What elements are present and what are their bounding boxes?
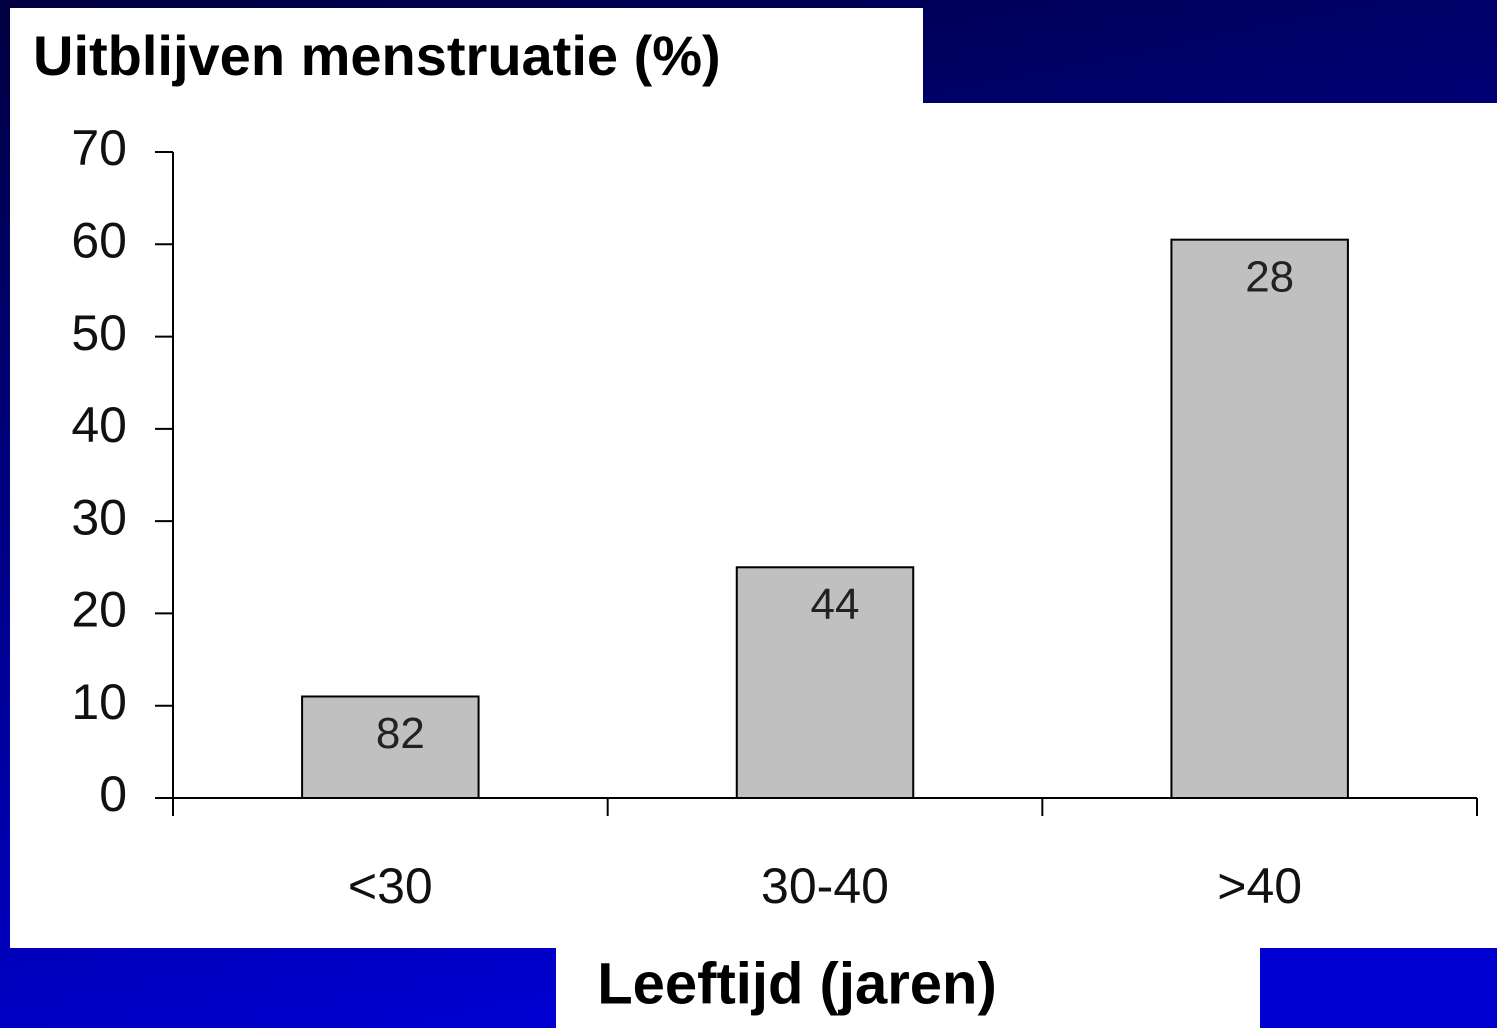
bar — [301, 695, 480, 799]
title-panel — [10, 8, 923, 108]
bar — [1170, 238, 1349, 799]
y-tick-label: 60 — [71, 212, 127, 268]
xlabel-panel — [556, 945, 1260, 1028]
y-tick-label: 70 — [71, 120, 127, 176]
bar-label: 28 — [1245, 252, 1294, 301]
y-tick-label: 0 — [99, 766, 127, 822]
chart-title: Uitblijven menstruatie (%) — [33, 24, 721, 87]
y-tick-label: 40 — [71, 397, 127, 453]
y-tick-label: 20 — [71, 582, 127, 638]
bar-label: 82 — [376, 709, 425, 758]
x-tick-label: >40 — [1217, 858, 1302, 914]
x-tick-label: <30 — [348, 858, 433, 914]
y-tick-label: 30 — [71, 489, 127, 545]
bar-label: 44 — [811, 580, 860, 629]
x-axis-label: Leeftijd (jaren) — [597, 951, 997, 1016]
y-tick-label: 10 — [71, 674, 127, 730]
bar — [735, 566, 915, 799]
x-tick-label: 30-40 — [761, 858, 889, 914]
y-tick-label: 50 — [71, 305, 127, 361]
